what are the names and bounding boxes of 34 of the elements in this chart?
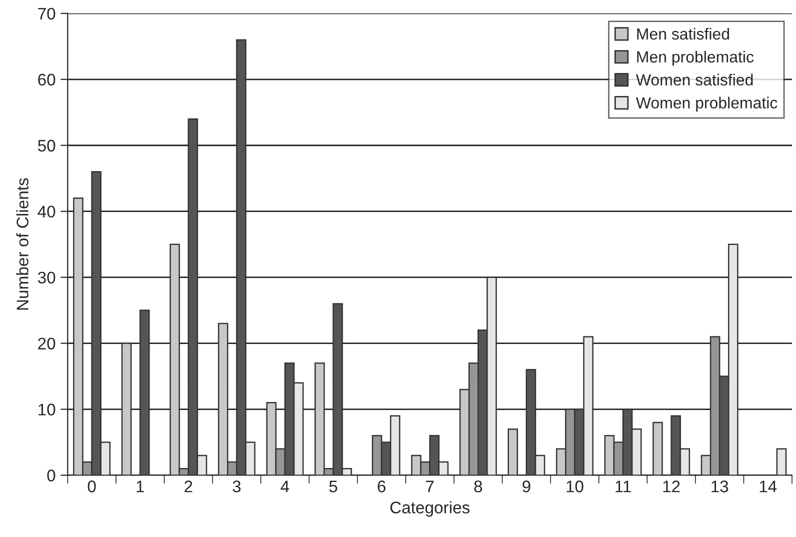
y-tick-label: 70 — [38, 8, 56, 20]
x-tick-label: 3 — [232, 480, 241, 492]
legend-label: Men problematic — [637, 50, 754, 66]
bar — [121, 342, 132, 476]
x-tick-label: 7 — [426, 480, 434, 492]
y-tick-label: 0 — [47, 470, 56, 482]
y-tick-label: 40 — [38, 206, 56, 218]
x-tick-label: 14 — [760, 480, 777, 492]
x-tick-label: 12 — [663, 480, 680, 492]
y-tick-label: 20 — [38, 338, 56, 350]
x-tick-label: 10 — [566, 480, 584, 492]
x-tick-label: 1 — [136, 480, 144, 492]
x-tick-label: 5 — [329, 480, 338, 492]
y-axis-title: Number of Clients — [16, 178, 28, 310]
y-tick-label: 50 — [38, 140, 56, 152]
y-tick-label: 10 — [38, 404, 56, 416]
legend-label: Men satisfied — [637, 28, 729, 40]
y-tick-label: 60 — [38, 74, 56, 86]
x-tick-label: 0 — [88, 480, 96, 492]
bar — [776, 448, 787, 476]
x-tick-label: 2 — [184, 480, 192, 492]
bar — [508, 428, 518, 476]
x-tick-label: 11 — [616, 480, 631, 492]
x-tick-label: 9 — [522, 480, 530, 492]
x-tick-label: 8 — [474, 480, 482, 492]
x-axis-title: Categories — [390, 501, 470, 517]
legend-label: Women problematic — [636, 96, 778, 112]
bar — [139, 310, 150, 476]
x-tick-label: 4 — [280, 480, 290, 492]
x-tick-label: 6 — [378, 480, 386, 492]
legend-label: Women satisfied — [636, 74, 753, 86]
x-tick-label: 13 — [712, 480, 728, 492]
y-tick-label: 30 — [38, 272, 56, 284]
bar — [652, 422, 663, 476]
